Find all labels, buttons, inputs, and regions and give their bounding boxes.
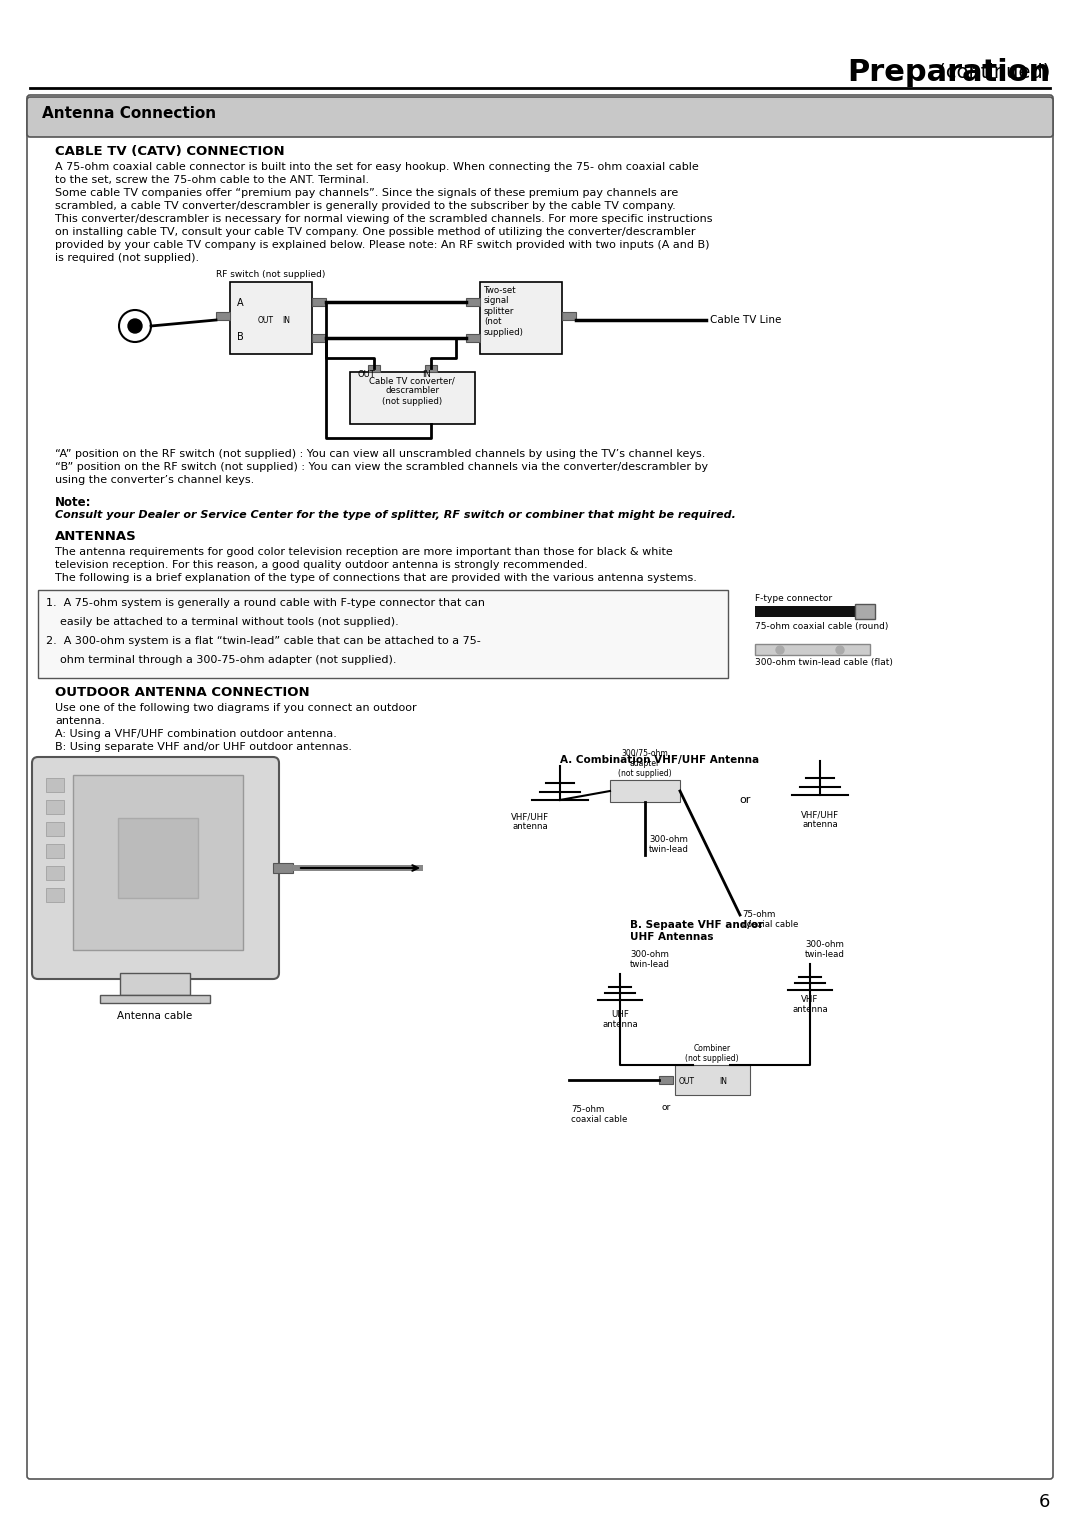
FancyBboxPatch shape (27, 94, 1053, 1479)
Text: IN: IN (422, 369, 431, 378)
Text: VHF/UHF
antenna: VHF/UHF antenna (511, 812, 549, 831)
Text: VHF
antenna: VHF antenna (792, 996, 828, 1014)
Text: (continued): (continued) (932, 62, 1050, 82)
Text: television reception. For this reason, a good quality outdoor antenna is strongl: television reception. For this reason, a… (55, 559, 588, 570)
Text: Use one of the following two diagrams if you connect an outdoor: Use one of the following two diagrams if… (55, 702, 417, 713)
Bar (755, 644, 870, 655)
Text: antenna.: antenna. (55, 716, 105, 727)
Circle shape (777, 646, 784, 654)
Text: is required (not supplied).: is required (not supplied). (55, 252, 199, 263)
Bar (350, 372, 475, 424)
Bar (659, 1076, 673, 1084)
Bar (426, 365, 437, 372)
Text: B: Using separate VHF and/or UHF outdoor antennas.: B: Using separate VHF and/or UHF outdoor… (55, 742, 352, 752)
Text: UHF
antenna: UHF antenna (603, 1009, 638, 1029)
Bar (610, 780, 680, 803)
Text: on installing cable TV, consult your cable TV company. One possible method of ut: on installing cable TV, consult your cab… (55, 226, 696, 237)
Text: or: or (661, 1104, 671, 1113)
Text: Two-set
signal
splitter
(not
supplied): Two-set signal splitter (not supplied) (484, 286, 524, 336)
Text: 300-ohm
twin-lead: 300-ohm twin-lead (649, 834, 689, 854)
Text: 1.  A 75-ohm system is generally a round cable with F-type connector that can: 1. A 75-ohm system is generally a round … (46, 597, 485, 608)
Bar (46, 888, 64, 901)
Text: F-type connector: F-type connector (755, 594, 832, 603)
Bar (562, 312, 576, 321)
Bar (118, 818, 198, 898)
Text: VHF/UHF
antenna: VHF/UHF antenna (801, 810, 839, 830)
Text: A: A (237, 298, 244, 309)
Text: Antenna cable: Antenna cable (118, 1011, 192, 1021)
Bar (312, 298, 326, 306)
Text: OUTDOOR ANTENNA CONNECTION: OUTDOOR ANTENNA CONNECTION (55, 686, 310, 699)
Bar (46, 844, 64, 857)
Text: CABLE TV (CATV) CONNECTION: CABLE TV (CATV) CONNECTION (55, 144, 285, 158)
Bar (675, 1066, 750, 1094)
Bar (230, 283, 312, 354)
Text: OUT: OUT (679, 1076, 696, 1085)
Text: Antenna Connection: Antenna Connection (42, 106, 216, 122)
Text: The antenna requirements for good color television reception are more important : The antenna requirements for good color … (55, 547, 673, 556)
Text: The following is a brief explanation of the type of connections that are provide: The following is a brief explanation of … (55, 573, 697, 584)
Text: B. Sepaate VHF and/or
UHF Antennas: B. Sepaate VHF and/or UHF Antennas (630, 920, 764, 941)
Text: using the converter’s channel keys.: using the converter’s channel keys. (55, 474, 254, 485)
Text: provided by your cable TV company is explained below. Please note: An RF switch : provided by your cable TV company is exp… (55, 240, 710, 249)
Text: 75-ohm
coaxial cable: 75-ohm coaxial cable (571, 1105, 627, 1125)
Bar (312, 334, 326, 342)
Text: 6: 6 (1039, 1493, 1050, 1511)
Text: Combiner
(not supplied): Combiner (not supplied) (685, 1044, 739, 1062)
FancyBboxPatch shape (32, 757, 279, 979)
Text: or: or (740, 795, 751, 806)
Bar (120, 973, 190, 996)
Text: 300-ohm
twin-lead: 300-ohm twin-lead (805, 939, 845, 959)
Text: Some cable TV companies offer “premium pay channels”. Since the signals of these: Some cable TV companies offer “premium p… (55, 188, 678, 198)
Bar (216, 312, 230, 321)
Text: Cable TV converter/
descrambler
(not supplied): Cable TV converter/ descrambler (not sup… (369, 375, 455, 406)
Bar (46, 866, 64, 880)
Text: A: Using a VHF/UHF combination outdoor antenna.: A: Using a VHF/UHF combination outdoor a… (55, 730, 337, 739)
Bar (855, 603, 875, 619)
Text: “A” position on the RF switch (not supplied) : You can view all unscrambled chan: “A” position on the RF switch (not suppl… (55, 448, 705, 459)
Bar (755, 606, 860, 617)
Text: 300-ohm
twin-lead: 300-ohm twin-lead (630, 950, 670, 970)
Bar (368, 365, 380, 372)
Text: scrambled, a cable TV converter/descrambler is generally provided to the subscri: scrambled, a cable TV converter/descramb… (55, 201, 676, 211)
Text: B: B (237, 331, 244, 342)
Bar (73, 775, 243, 950)
Text: to the set, screw the 75-ohm cable to the ANT. Terminal.: to the set, screw the 75-ohm cable to th… (55, 175, 369, 185)
Bar (46, 778, 64, 792)
Text: 300-ohm twin-lead cable (flat): 300-ohm twin-lead cable (flat) (755, 658, 893, 667)
Text: Cable TV Line: Cable TV Line (710, 315, 781, 325)
Text: ANTENNAS: ANTENNAS (55, 530, 137, 543)
Text: A 75-ohm coaxial cable connector is built into the set for easy hookup. When con: A 75-ohm coaxial cable connector is buil… (55, 163, 699, 172)
Text: ohm terminal through a 300-75-ohm adapter (not supplied).: ohm terminal through a 300-75-ohm adapte… (46, 655, 396, 666)
Text: 75-ohm
coaxial cable: 75-ohm coaxial cable (742, 910, 798, 929)
Text: IN: IN (719, 1076, 727, 1085)
Bar (293, 865, 423, 871)
Text: This converter/descrambler is necessary for normal viewing of the scrambled chan: This converter/descrambler is necessary … (55, 214, 713, 223)
Text: A. Combination VHF/UHF Antenna: A. Combination VHF/UHF Antenna (561, 755, 759, 765)
Text: Note:: Note: (55, 496, 92, 509)
Text: easily be attached to a terminal without tools (not supplied).: easily be attached to a terminal without… (46, 617, 399, 626)
Bar (100, 996, 210, 1003)
Text: 75-ohm coaxial cable (round): 75-ohm coaxial cable (round) (755, 622, 889, 631)
FancyBboxPatch shape (27, 97, 1053, 137)
Bar (46, 822, 64, 836)
Bar (465, 334, 480, 342)
Text: RF switch (not supplied): RF switch (not supplied) (216, 271, 326, 280)
Text: IN: IN (282, 316, 291, 325)
Text: OUT: OUT (258, 316, 274, 325)
Bar (46, 800, 64, 815)
Text: “B” position on the RF switch (not supplied) : You can view the scrambled channe: “B” position on the RF switch (not suppl… (55, 462, 708, 473)
Text: OUT: OUT (357, 369, 376, 378)
Circle shape (836, 646, 843, 654)
Bar (465, 298, 480, 306)
Bar (38, 590, 728, 678)
Bar (273, 863, 293, 872)
Text: Consult your Dealer or Service Center for the type of splitter, RF switch or com: Consult your Dealer or Service Center fo… (55, 511, 735, 520)
Bar (480, 283, 562, 354)
Text: 300/75-ohm
adapter
(not supplied): 300/75-ohm adapter (not supplied) (618, 748, 672, 778)
Text: Preparation: Preparation (847, 58, 1050, 87)
Text: 2.  A 300-ohm system is a flat “twin-lead” cable that can be attached to a 75-: 2. A 300-ohm system is a flat “twin-lead… (46, 635, 481, 646)
Circle shape (129, 319, 141, 333)
